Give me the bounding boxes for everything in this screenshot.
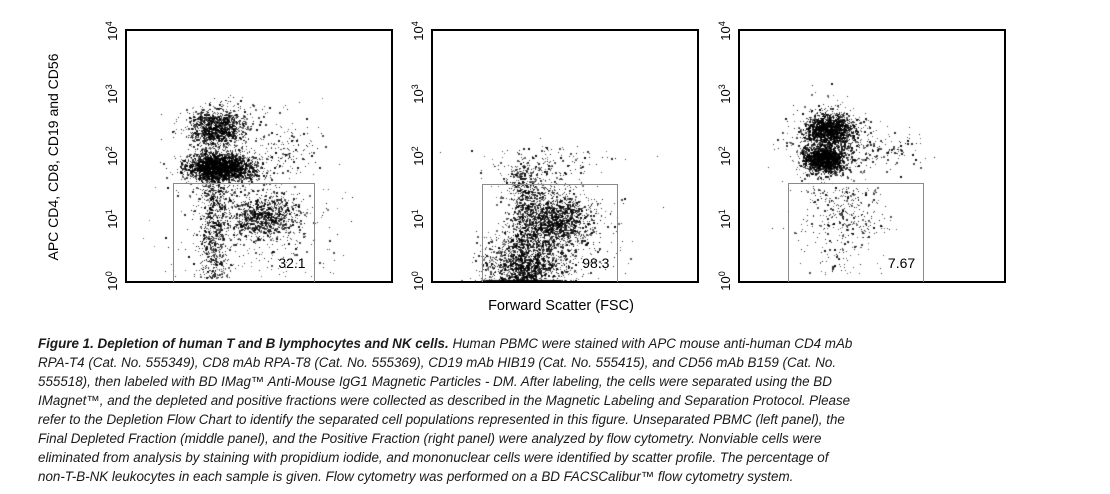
caption-text: Human PBMC were stained with APC mouse a… — [448, 336, 853, 351]
caption-line: non-T-B-NK leukocytes in each sample is … — [38, 469, 794, 484]
x-axis-label: Forward Scatter (FSC) — [488, 298, 634, 314]
caption-line: RPA-T4 (Cat. No. 555349), CD8 mAb RPA-T8… — [38, 355, 837, 370]
caption-line: IMagnet™, and the depleted and positive … — [38, 393, 851, 408]
y-tick-label: 103 — [103, 83, 121, 104]
y-tick-label: 104 — [716, 21, 734, 41]
y-tick-label: 103 — [716, 83, 734, 104]
flow-plot-middle: 98.3 — [431, 29, 699, 283]
y-tick-label: 102 — [103, 146, 121, 166]
gate-percentage: 7.67 — [887, 255, 916, 271]
y-tick-label: 101 — [716, 208, 734, 229]
y-tick-label: 100 — [409, 271, 427, 291]
gate-box — [481, 184, 619, 282]
gate-percentage: 32.1 — [278, 255, 306, 271]
caption-line: eliminated from analysis by staining wit… — [38, 450, 829, 465]
gate-box — [173, 182, 315, 282]
caption-line: Figure 1. Depletion of human T and B lym… — [38, 334, 1098, 353]
caption-line: refer to the Depletion Flow Chart to ide… — [38, 412, 845, 427]
y-axis-title: APC CD4, CD8, CD19 and CD56 — [45, 53, 61, 261]
y-tick-label: 101 — [409, 208, 427, 229]
scatter-canvas — [740, 31, 1004, 281]
y-tick-label: 100 — [103, 271, 121, 291]
caption-line: Final Depleted Fraction (middle panel), … — [38, 431, 822, 446]
y-tick-label: 104 — [103, 21, 121, 41]
caption-lead: Figure 1. Depletion of human T and B lym… — [38, 336, 449, 351]
y-tick-label: 100 — [716, 271, 734, 291]
gate-percentage: 98.3 — [582, 255, 610, 271]
gate-box — [788, 183, 925, 282]
y-tick-label: 103 — [409, 83, 427, 104]
y-tick-label: 102 — [716, 146, 734, 166]
y-tick-label: 102 — [409, 146, 427, 166]
figure-caption: Figure 1. Depletion of human T and B lym… — [38, 334, 1098, 486]
y-tick-label: 101 — [103, 208, 121, 229]
scatter-canvas — [433, 31, 697, 281]
y-tick-label: 104 — [409, 21, 427, 41]
flow-plot-left: 32.1 — [125, 29, 393, 283]
scatter-canvas — [127, 31, 391, 281]
caption-line: 555518), then labeled with BD IMag™ Anti… — [38, 374, 832, 389]
flow-plot-right: 7.67 — [738, 29, 1006, 283]
